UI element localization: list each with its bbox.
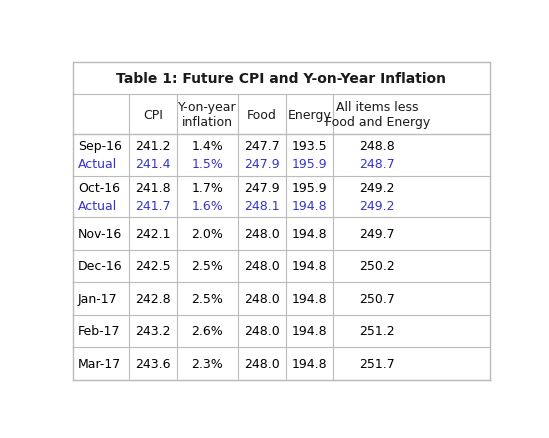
Bar xyxy=(73,176,490,218)
Bar xyxy=(73,95,490,135)
Text: 1.6%: 1.6% xyxy=(192,199,223,212)
Text: 1.7%: 1.7% xyxy=(192,181,223,194)
Text: 250.7: 250.7 xyxy=(360,292,395,305)
Text: 241.8: 241.8 xyxy=(136,181,171,194)
Text: 248.0: 248.0 xyxy=(244,227,279,240)
Bar xyxy=(73,218,490,250)
Bar xyxy=(73,283,490,315)
Text: 241.4: 241.4 xyxy=(136,158,171,171)
Text: Oct-16: Oct-16 xyxy=(78,181,120,194)
Text: 195.9: 195.9 xyxy=(292,181,327,194)
Text: 248.0: 248.0 xyxy=(244,260,279,273)
Text: 2.6%: 2.6% xyxy=(192,325,223,338)
Text: Food: Food xyxy=(247,109,277,121)
Text: 2.3%: 2.3% xyxy=(192,357,223,370)
Bar xyxy=(73,315,490,347)
Text: Actual: Actual xyxy=(78,158,117,171)
Text: 247.9: 247.9 xyxy=(244,181,279,194)
Text: 248.1: 248.1 xyxy=(244,199,279,212)
Text: Mar-17: Mar-17 xyxy=(78,357,121,370)
Text: Table 1: Future CPI and Y-on-Year Inflation: Table 1: Future CPI and Y-on-Year Inflat… xyxy=(116,72,446,86)
Text: 242.5: 242.5 xyxy=(136,260,171,273)
Bar xyxy=(73,250,490,283)
Text: 243.6: 243.6 xyxy=(136,357,171,370)
Bar xyxy=(73,135,490,176)
Text: 194.8: 194.8 xyxy=(292,357,327,370)
Text: 248.0: 248.0 xyxy=(244,325,279,338)
Text: All items less
Food and Energy: All items less Food and Energy xyxy=(324,101,430,129)
Text: 242.8: 242.8 xyxy=(136,292,171,305)
Text: 194.8: 194.8 xyxy=(292,199,327,212)
Text: Actual: Actual xyxy=(78,199,117,212)
Text: 248.0: 248.0 xyxy=(244,292,279,305)
Text: 251.7: 251.7 xyxy=(360,357,395,370)
Text: 193.5: 193.5 xyxy=(292,140,327,153)
Text: 241.2: 241.2 xyxy=(136,140,171,153)
Text: 194.8: 194.8 xyxy=(292,292,327,305)
Text: Y-on-year
inflation: Y-on-year inflation xyxy=(178,101,237,129)
Text: 195.9: 195.9 xyxy=(292,158,327,171)
Text: 247.7: 247.7 xyxy=(244,140,279,153)
Text: 249.2: 249.2 xyxy=(360,199,395,212)
Text: Energy: Energy xyxy=(288,109,332,121)
Text: 251.2: 251.2 xyxy=(360,325,395,338)
Text: 250.2: 250.2 xyxy=(360,260,395,273)
Text: Dec-16: Dec-16 xyxy=(78,260,122,273)
Text: 2.0%: 2.0% xyxy=(192,227,223,240)
Text: 249.2: 249.2 xyxy=(360,181,395,194)
Text: 243.2: 243.2 xyxy=(136,325,171,338)
Text: Nov-16: Nov-16 xyxy=(78,227,122,240)
Text: 2.5%: 2.5% xyxy=(192,292,223,305)
Text: Jan-17: Jan-17 xyxy=(78,292,117,305)
Text: 247.9: 247.9 xyxy=(244,158,279,171)
Text: CPI: CPI xyxy=(143,109,163,121)
Text: 194.8: 194.8 xyxy=(292,227,327,240)
Text: 2.5%: 2.5% xyxy=(192,260,223,273)
Text: 248.7: 248.7 xyxy=(360,158,395,171)
Text: 1.4%: 1.4% xyxy=(192,140,223,153)
Text: 194.8: 194.8 xyxy=(292,260,327,273)
Text: 248.0: 248.0 xyxy=(244,357,279,370)
Text: Feb-17: Feb-17 xyxy=(78,325,120,338)
Text: 248.8: 248.8 xyxy=(360,140,395,153)
Text: 242.1: 242.1 xyxy=(136,227,171,240)
Text: 241.7: 241.7 xyxy=(136,199,171,212)
Bar xyxy=(73,347,490,380)
Text: 249.7: 249.7 xyxy=(360,227,395,240)
Bar xyxy=(73,63,490,95)
Text: 1.5%: 1.5% xyxy=(192,158,223,171)
Text: 194.8: 194.8 xyxy=(292,325,327,338)
Text: Sep-16: Sep-16 xyxy=(78,140,122,153)
